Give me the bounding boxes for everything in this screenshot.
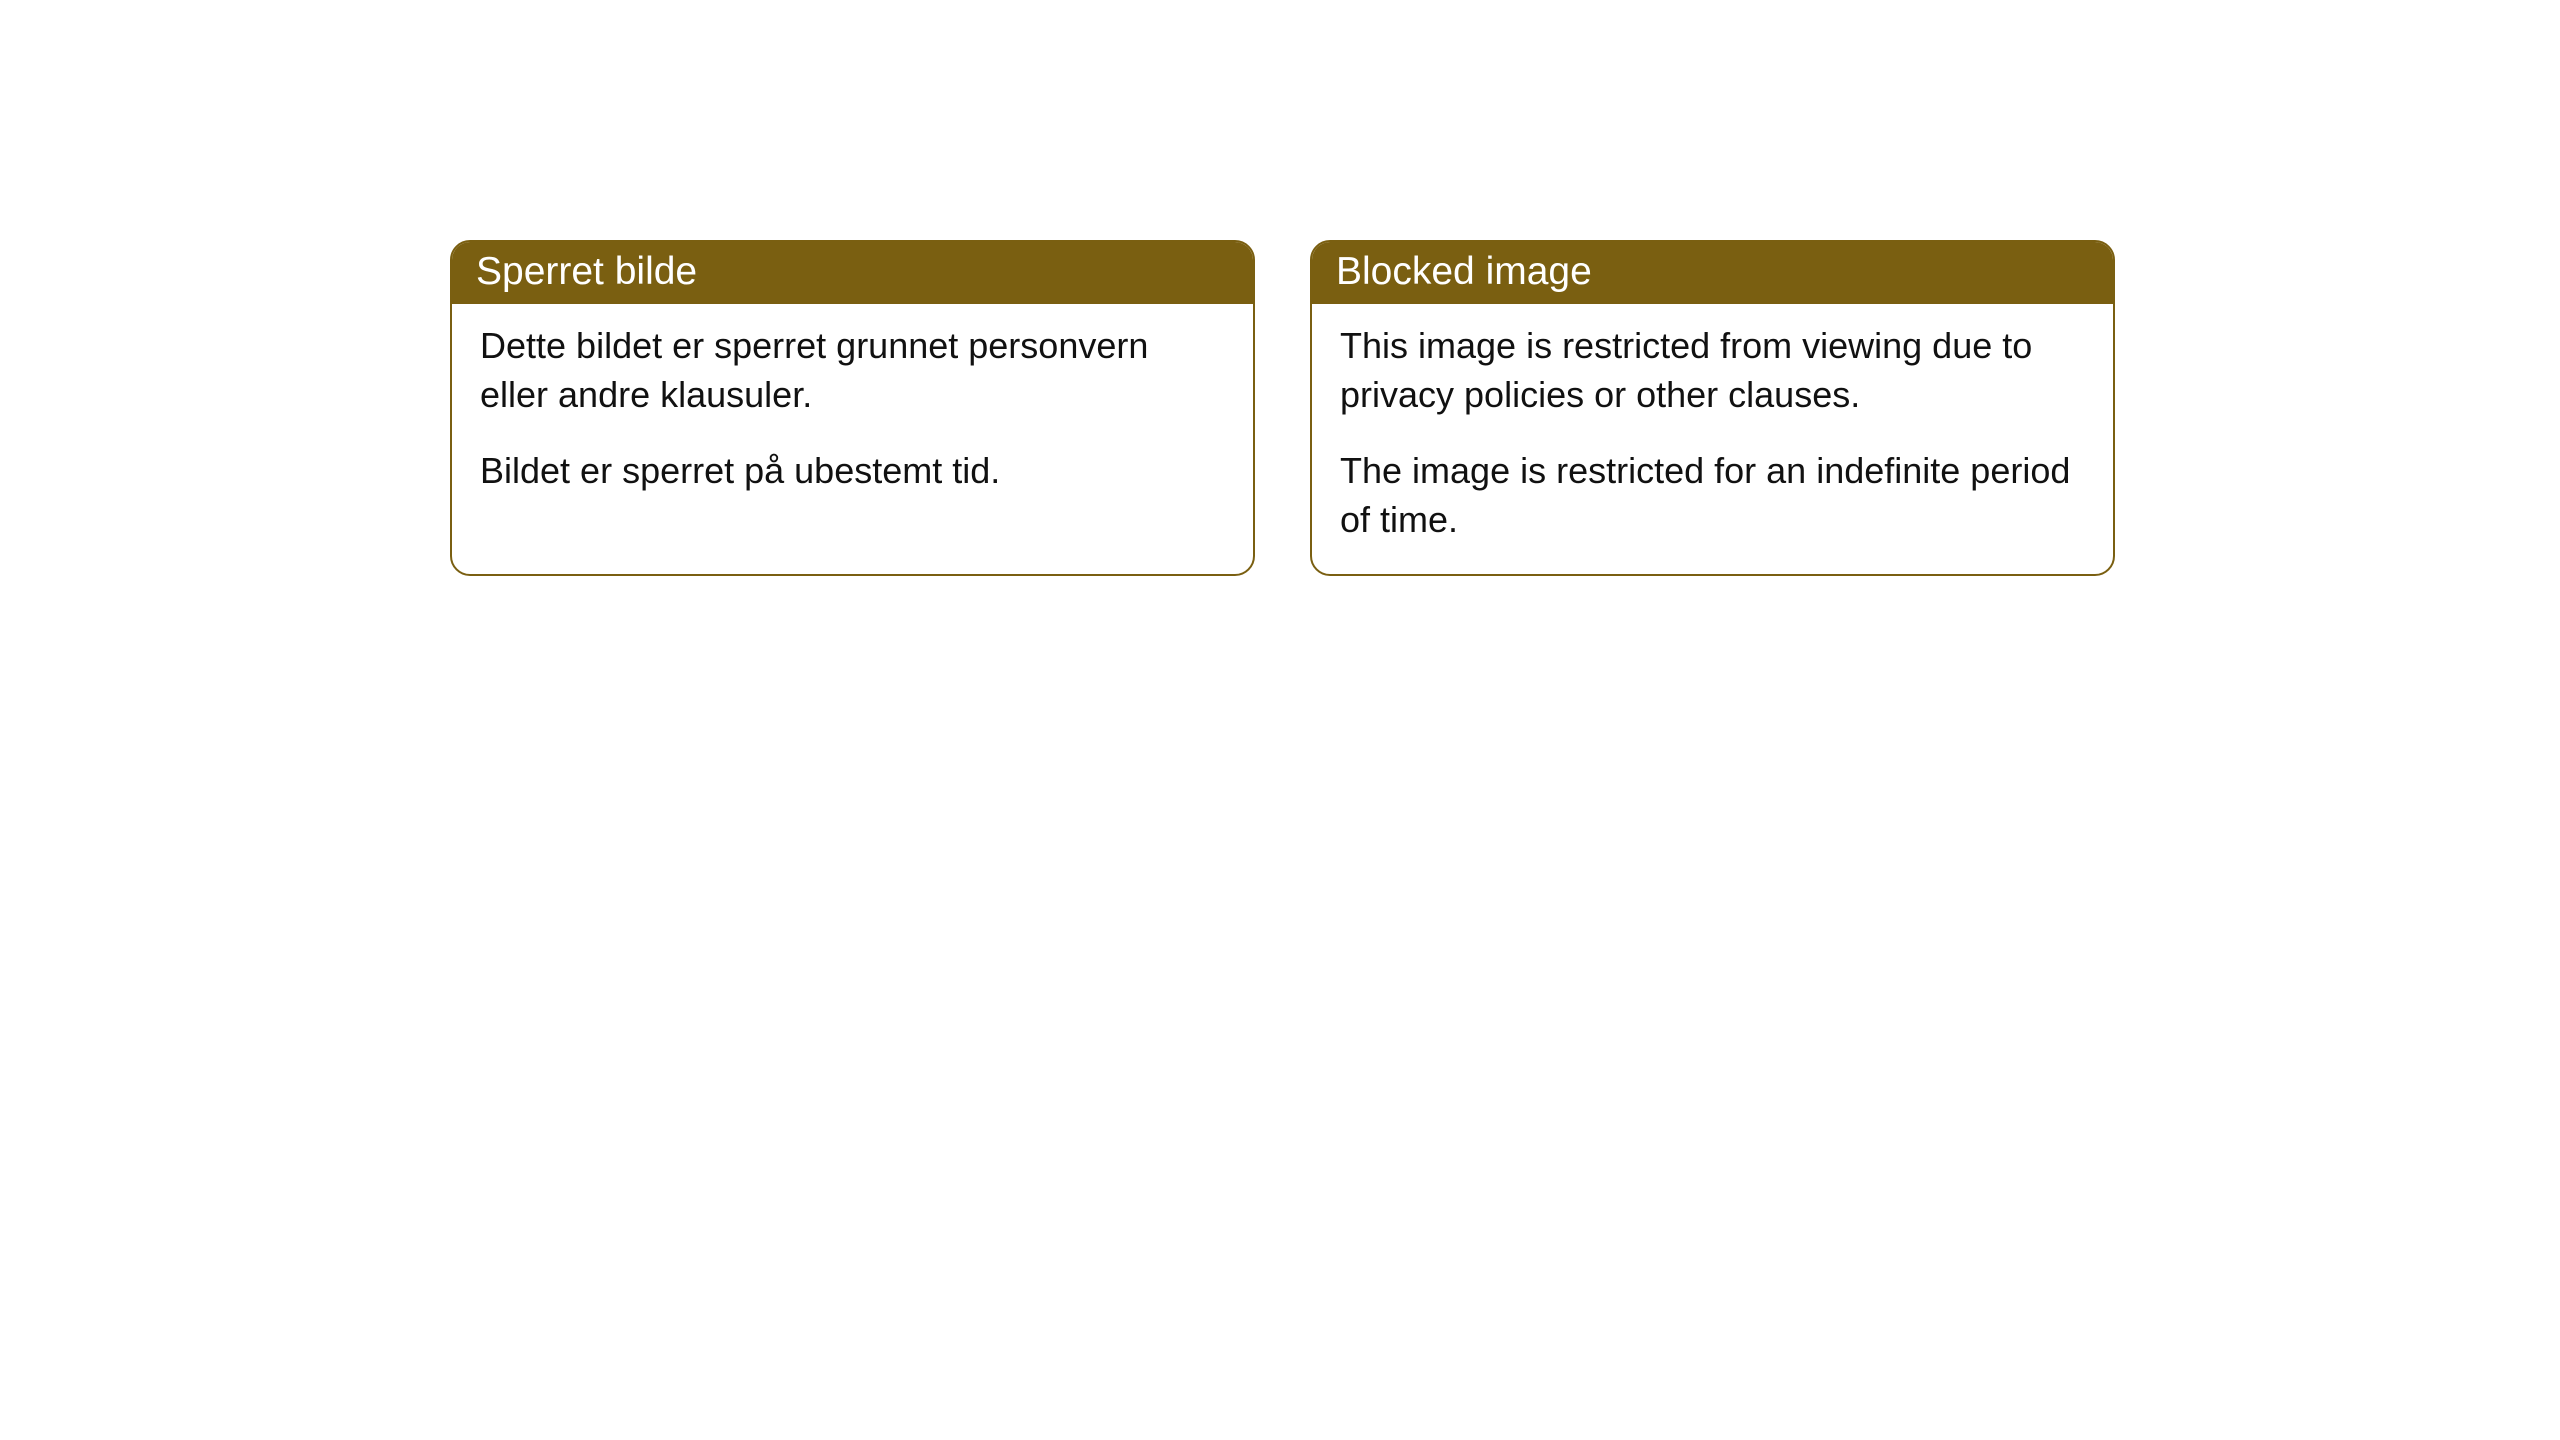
blocked-image-card-en: Blocked image This image is restricted f…: [1310, 240, 2115, 576]
notice-cards-container: Sperret bilde Dette bildet er sperret gr…: [450, 240, 2560, 576]
blocked-image-card-no: Sperret bilde Dette bildet er sperret gr…: [450, 240, 1255, 576]
card-header-no: Sperret bilde: [452, 242, 1253, 304]
card-paragraph-1-en: This image is restricted from viewing du…: [1340, 322, 2085, 419]
card-paragraph-2-en: The image is restricted for an indefinit…: [1340, 447, 2085, 544]
card-paragraph-2-no: Bildet er sperret på ubestemt tid.: [480, 447, 1225, 496]
card-body-no: Dette bildet er sperret grunnet personve…: [452, 304, 1253, 526]
card-header-en: Blocked image: [1312, 242, 2113, 304]
card-paragraph-1-no: Dette bildet er sperret grunnet personve…: [480, 322, 1225, 419]
card-body-en: This image is restricted from viewing du…: [1312, 304, 2113, 574]
